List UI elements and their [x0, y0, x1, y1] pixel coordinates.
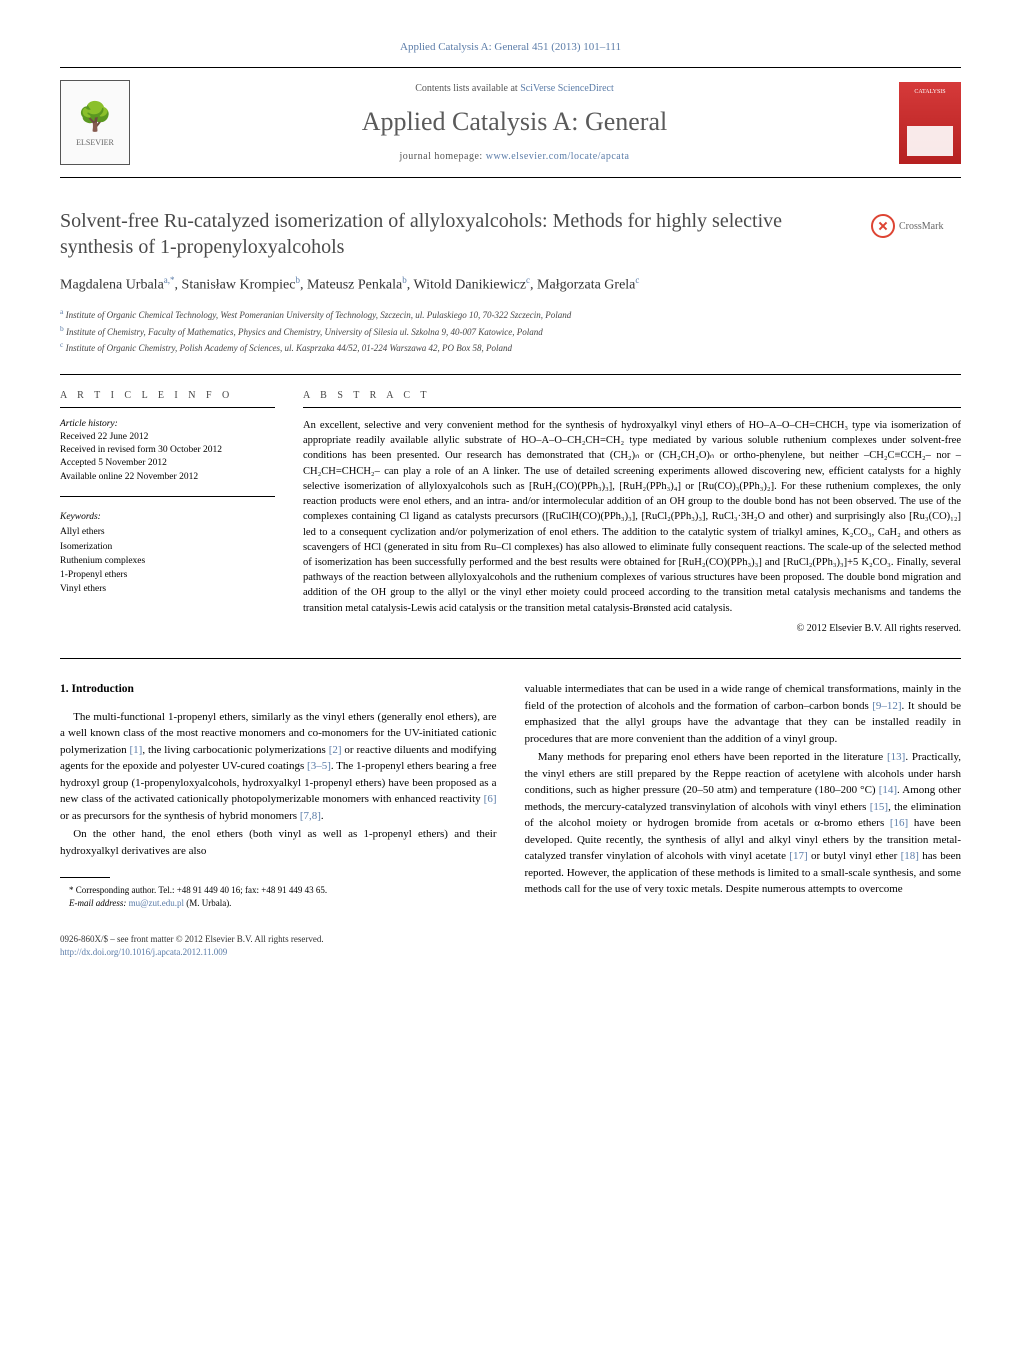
col1-para2: On the other hand, the enol ethers (both… — [60, 826, 497, 859]
keywords-label: Keywords: — [60, 511, 275, 524]
contents-prefix: Contents lists available at — [415, 83, 520, 94]
author-1: Magdalena Urbala — [60, 278, 164, 293]
masthead-center: Contents lists available at SciVerse Sci… — [130, 82, 899, 164]
keyword-1: Allyl ethers — [60, 525, 275, 539]
history-label: Article history: — [60, 418, 275, 431]
keyword-5: Vinyl ethers — [60, 582, 275, 596]
keyword-4: 1-Propenyl ethers — [60, 568, 275, 582]
author-1-sup: a,* — [164, 275, 175, 285]
title-text: Solvent-free Ru-catalyzed isomerization … — [60, 210, 782, 258]
body-columns: 1. Introduction The multi-functional 1-p… — [60, 681, 961, 909]
crossmark-label: CrossMark — [899, 220, 943, 233]
keyword-3: Ruthenium complexes — [60, 554, 275, 568]
divider-2 — [60, 658, 961, 659]
info-heading: a r t i c l e i n f o — [60, 389, 275, 408]
doi-link[interactable]: http://dx.doi.org/10.1016/j.apcata.2012.… — [60, 947, 227, 957]
footnote-separator — [60, 877, 110, 878]
tree-icon: 🌳 — [78, 98, 113, 137]
article-info: a r t i c l e i n f o Article history: R… — [60, 389, 275, 637]
article-title: Solvent-free Ru-catalyzed isomerization … — [60, 208, 961, 260]
copyright: © 2012 Elsevier B.V. All rights reserved… — [303, 622, 961, 637]
publisher-name: ELSEVIER — [76, 137, 114, 148]
revised-date: Received in revised form 30 October 2012 — [60, 444, 275, 457]
column-right: valuable intermediates that can be used … — [525, 681, 962, 909]
info-abstract-row: a r t i c l e i n f o Article history: R… — [60, 389, 961, 637]
email-link[interactable]: mu@zut.edu.pl — [129, 898, 184, 908]
divider — [60, 374, 961, 375]
abstract-text: An excellent, selective and very conveni… — [303, 418, 961, 616]
author-3: Mateusz Penkala — [307, 278, 402, 293]
col2-para1: valuable intermediates that can be used … — [525, 681, 962, 747]
received-date: Received 22 June 2012 — [60, 431, 275, 444]
crossmark-icon — [871, 214, 895, 238]
footer-line1: 0926-860X/$ – see front matter © 2012 El… — [60, 933, 961, 946]
author-4: Witold Danikiewicz — [413, 278, 526, 293]
affil-a: Institute of Organic Chemical Technology… — [66, 310, 572, 320]
email-suffix: (M. Urbala). — [184, 898, 231, 908]
keywords: Keywords: Allyl ethers Isomerization Rut… — [60, 511, 275, 597]
abstract: a b s t r a c t An excellent, selective … — [303, 389, 961, 637]
column-left: 1. Introduction The multi-functional 1-p… — [60, 681, 497, 909]
authors: Magdalena Urbalaa,*, Stanisław Krompiecb… — [60, 274, 961, 296]
contents-line: Contents lists available at SciVerse Sci… — [130, 82, 899, 96]
col2-para2: Many methods for preparing enol ethers h… — [525, 749, 962, 898]
author-2: Stanisław Krompiec — [182, 278, 296, 293]
affil-c: Institute of Organic Chemistry, Polish A… — [66, 343, 512, 353]
affiliations: a Institute of Organic Chemical Technolo… — [60, 306, 961, 356]
email-label: E-mail address: — [69, 898, 129, 908]
author-4-sup: c — [526, 275, 530, 285]
masthead: 🌳 ELSEVIER Contents lists available at S… — [60, 67, 961, 178]
cover-label: CATALYSIS — [914, 88, 945, 96]
corresponding-footnote: * Corresponding author. Tel.: +48 91 449… — [60, 884, 497, 909]
homepage-link[interactable]: www.elsevier.com/locate/apcata — [486, 151, 630, 162]
journal-title: Applied Catalysis A: General — [130, 104, 899, 140]
keyword-2: Isomerization — [60, 540, 275, 554]
affil-b: Institute of Chemistry, Faculty of Mathe… — [66, 327, 543, 337]
author-5-sup: c — [635, 275, 639, 285]
corr-author: * Corresponding author. Tel.: +48 91 449… — [60, 884, 497, 897]
author-2-sup: b — [295, 275, 300, 285]
homepage-prefix: journal homepage: — [400, 151, 486, 162]
history-block: Article history: Received 22 June 2012 R… — [60, 418, 275, 497]
cover-thumbnail: CATALYSIS — [899, 82, 961, 164]
crossmark-badge[interactable]: CrossMark — [871, 212, 961, 240]
section-heading: 1. Introduction — [60, 681, 497, 698]
sciencedirect-link[interactable]: SciVerse ScienceDirect — [520, 83, 614, 94]
online-date: Available online 22 November 2012 — [60, 471, 275, 484]
elsevier-logo: 🌳 ELSEVIER — [60, 80, 130, 165]
accepted-date: Accepted 5 November 2012 — [60, 457, 275, 470]
footer: 0926-860X/$ – see front matter © 2012 El… — [60, 933, 961, 958]
author-5: Małgorzata Grela — [537, 278, 635, 293]
col1-para1: The multi-functional 1-propenyl ethers, … — [60, 709, 497, 825]
author-3-sup: b — [402, 275, 407, 285]
abstract-heading: a b s t r a c t — [303, 389, 961, 409]
header-citation: Applied Catalysis A: General 451 (2013) … — [60, 40, 961, 55]
homepage-line: journal homepage: www.elsevier.com/locat… — [130, 150, 899, 164]
